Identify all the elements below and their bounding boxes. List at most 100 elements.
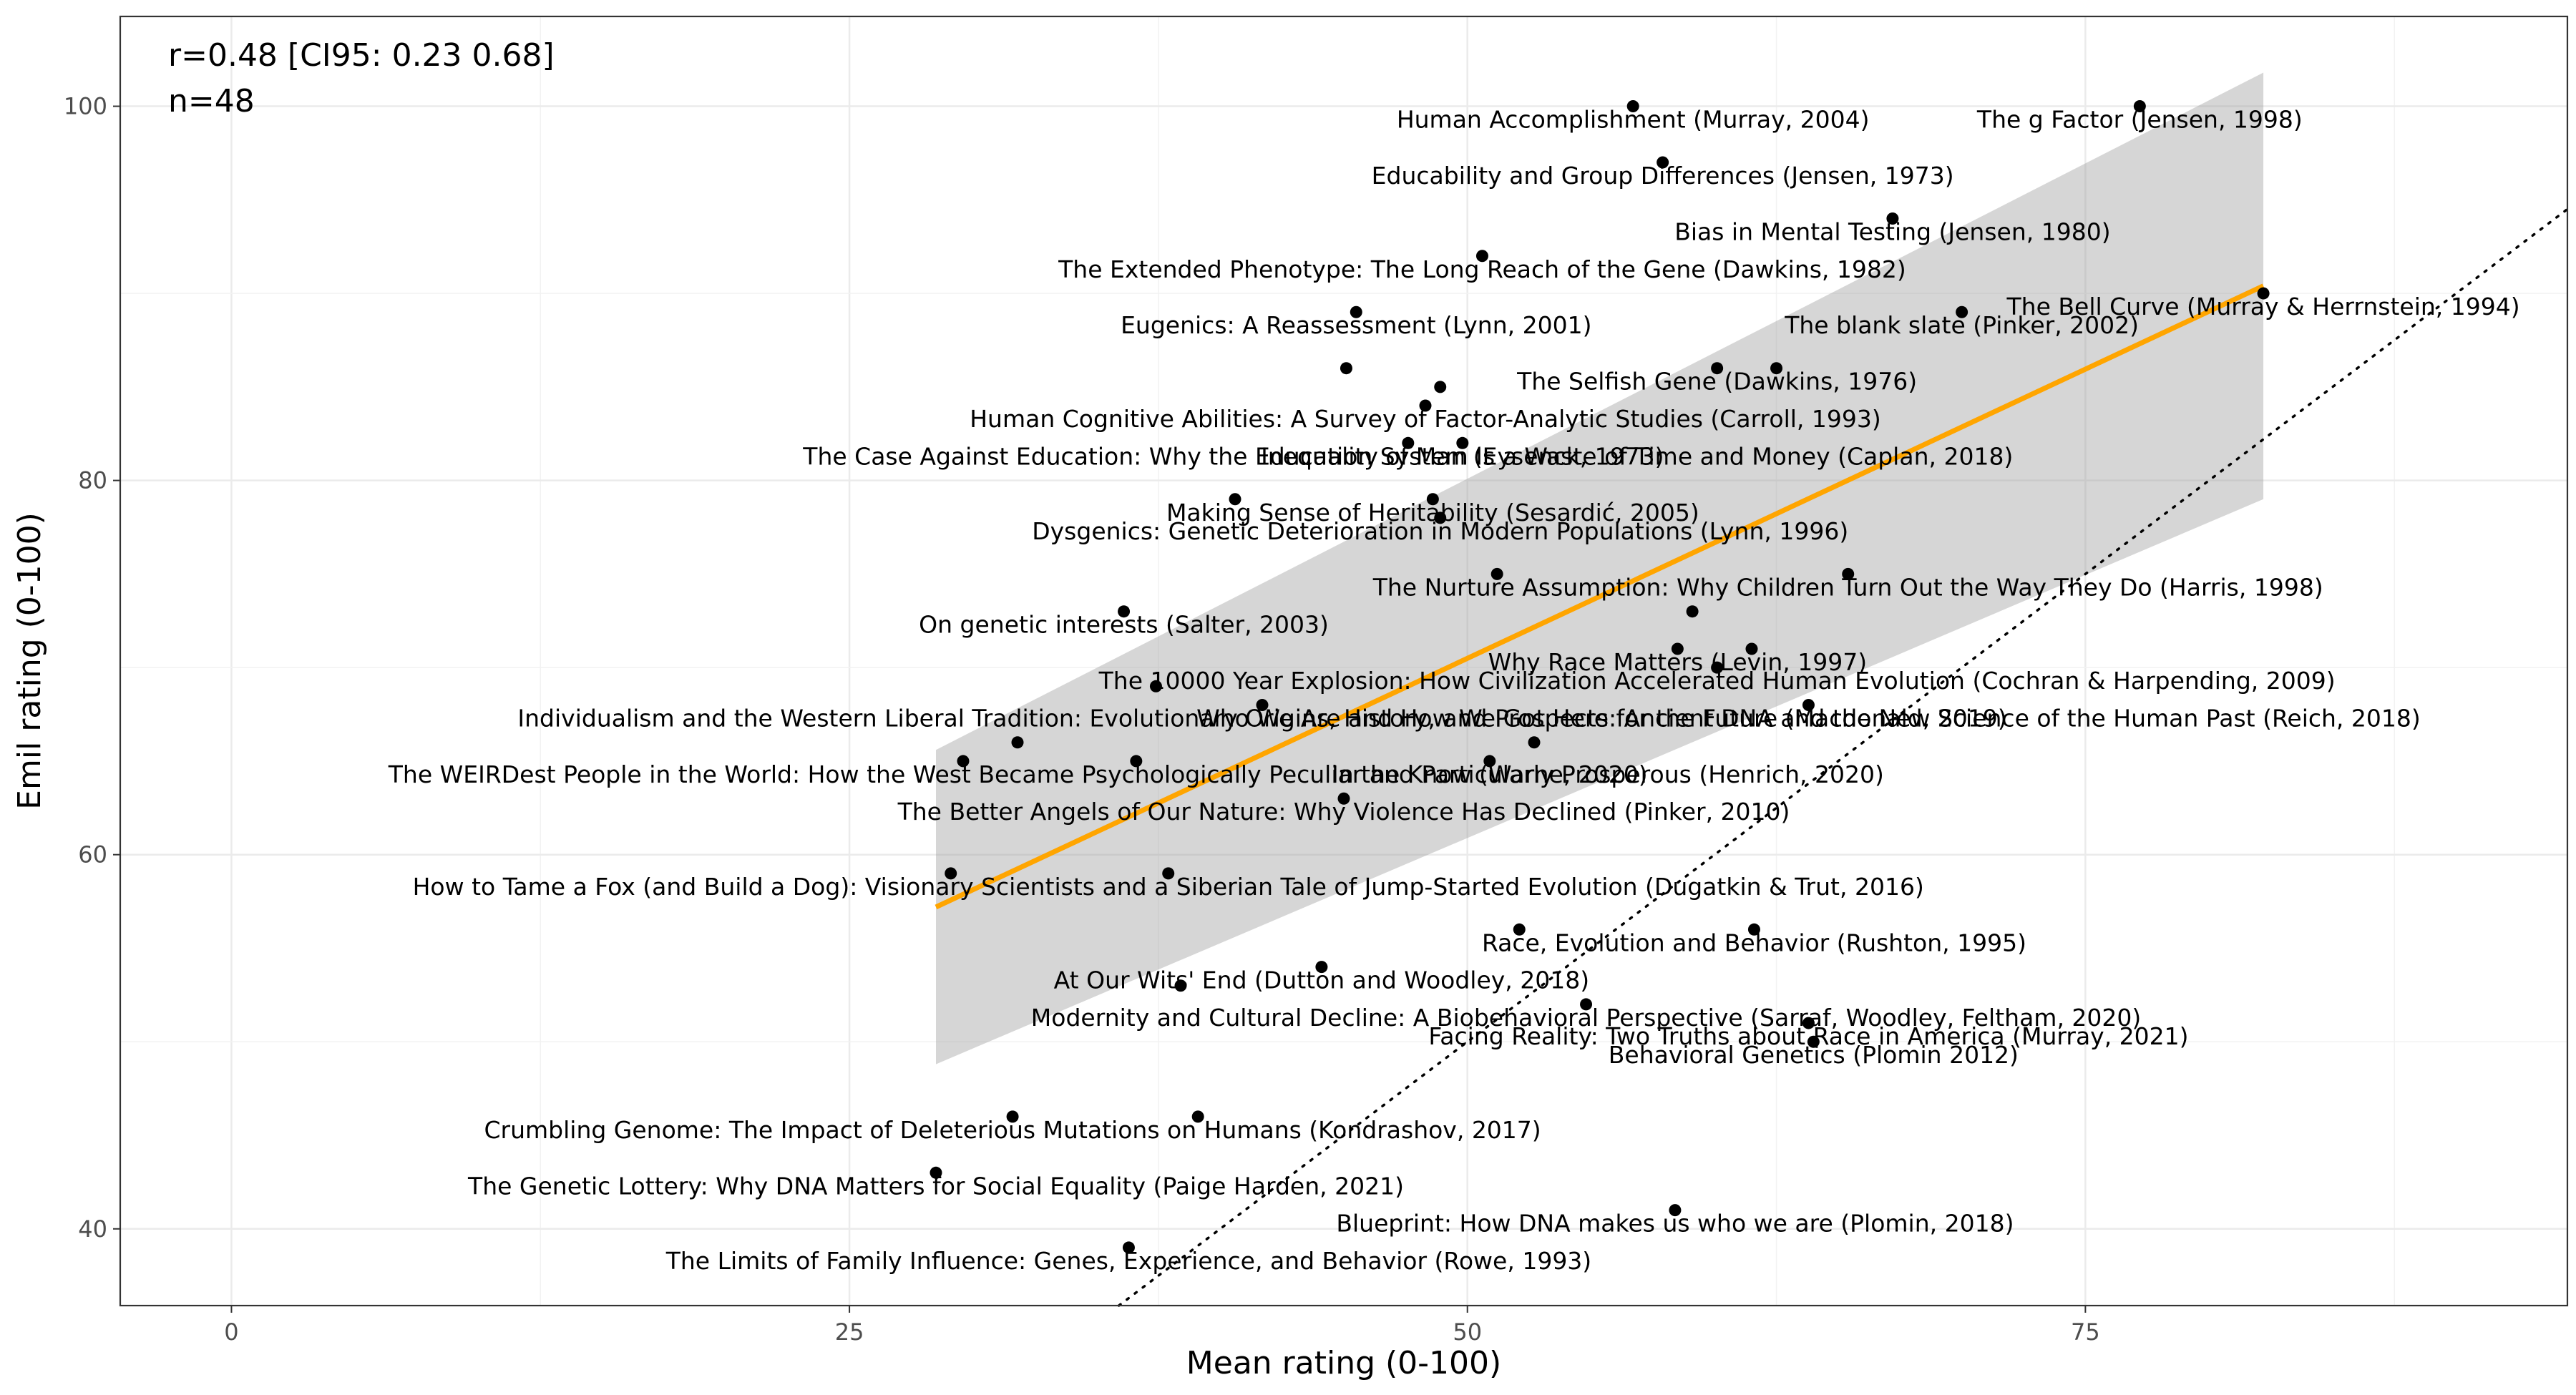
data-point <box>1491 567 1503 580</box>
data-point <box>1011 736 1024 749</box>
data-point <box>1350 305 1362 318</box>
x-tick-label: 0 <box>224 1318 238 1346</box>
data-point <box>1118 605 1131 618</box>
data-point <box>1419 399 1432 412</box>
point-label: Race, Evolution and Behavior (Rushton, 1… <box>1482 929 2026 956</box>
point-label: Blueprint: How DNA makes us who we are (… <box>1336 1210 2014 1238</box>
data-point <box>1475 250 1488 263</box>
data-point <box>1686 605 1699 618</box>
data-point <box>1669 1204 1682 1217</box>
ci-ribbon-layer <box>936 72 2264 1064</box>
stat-annotation: r=0.48 [CI95: 0.23 0.68] <box>168 37 555 74</box>
x-tick-label: 75 <box>2071 1318 2100 1346</box>
plot-border <box>119 15 2569 1307</box>
data-point <box>1747 923 1760 936</box>
data-point <box>1162 867 1175 880</box>
point-label: Crumbling Genome: The Impact of Deleteri… <box>484 1116 1541 1144</box>
regression-line-layer <box>935 283 2265 910</box>
points-layer <box>930 100 2270 1254</box>
data-point <box>1229 493 1241 506</box>
data-point <box>1456 436 1469 449</box>
data-point <box>957 755 970 768</box>
point-label: The Case Against Education: Why the Educ… <box>802 442 2013 470</box>
ticks-layer: 0 25 50 75 40 60 80 100 <box>64 93 2100 1346</box>
y-tick-label: 80 <box>78 467 107 494</box>
point-label: Behavioral Genetics (Plomin 2012) <box>1609 1041 2019 1069</box>
data-point <box>930 1166 942 1179</box>
data-point <box>1956 305 1968 318</box>
point-label: Individualism and the Western Liberal Tr… <box>517 704 2006 732</box>
data-point <box>1402 436 1415 449</box>
data-point <box>1130 755 1143 768</box>
point-label: Dysgenics: Genetic Deterioration in Mode… <box>1032 517 1848 545</box>
x-tick-label: 50 <box>1453 1318 1482 1346</box>
point-label: How to Tame a Fox (and Build a Dog): Vis… <box>413 873 1924 901</box>
data-point <box>1191 1110 1204 1123</box>
point-label: The g Factor (Jensen, 1998) <box>1976 106 2303 134</box>
point-label: Educability and Group Differences (Jense… <box>1372 162 1954 190</box>
identity-line <box>1117 207 2569 1307</box>
point-label: The Nurture Assumption: Why Children Tur… <box>1372 573 2323 601</box>
data-point <box>945 867 957 880</box>
point-label: Inequality of Man (Eysenck, 1973) <box>1261 442 1664 470</box>
data-point <box>1006 1110 1019 1123</box>
data-point <box>1807 1035 1820 1048</box>
data-point <box>1434 381 1447 393</box>
grid-layer <box>120 16 2567 1306</box>
point-label: Why Race Matters (Levin, 1997) <box>1488 648 1867 676</box>
data-point <box>1149 680 1162 692</box>
data-point <box>1745 642 1758 655</box>
regression-line <box>935 283 2265 910</box>
point-labels-layer: Human Accomplishment (Murray, 2004) The g… <box>388 106 2520 1275</box>
point-label: The blank slate (Pinker, 2002) <box>1784 311 2139 339</box>
data-point <box>1711 661 1724 674</box>
identity-line-layer <box>1117 207 2569 1307</box>
point-label: Bias in Mental Testing (Jensen, 1980) <box>1674 217 2110 245</box>
x-tick-label: 25 <box>835 1318 864 1346</box>
data-point <box>1528 736 1541 749</box>
data-point <box>1886 212 1899 225</box>
data-point <box>1770 362 1783 375</box>
data-point <box>1802 698 1815 711</box>
n-annotation: n=48 <box>168 83 255 119</box>
y-tick-label: 60 <box>78 841 107 868</box>
point-label: Making Sense of Heritability (Sesardić, … <box>1166 499 1699 527</box>
data-point <box>1842 567 1855 580</box>
data-point <box>1174 979 1187 992</box>
point-label: Human Accomplishment (Murray, 2004) <box>1397 106 1870 134</box>
point-label: Human Cognitive Abilities: A Survey of F… <box>970 405 1881 433</box>
point-label: At Our Wits' End (Dutton and Woodley, 20… <box>1054 966 1589 994</box>
point-label: The Genetic Lottery: Why DNA Matters for… <box>467 1172 1404 1200</box>
data-point <box>1711 362 1724 375</box>
point-label: Facing Reality: Two Truths about Race in… <box>1428 1022 2188 1050</box>
data-point <box>1340 362 1352 375</box>
x-axis-title: Mean rating (0-100) <box>1186 1345 1501 1381</box>
point-label: The Better Angels of Our Nature: Why Vio… <box>897 798 1790 826</box>
y-tick-label: 100 <box>64 93 107 120</box>
point-label: The Bell Curve (Murray & Herrnstein, 199… <box>2006 293 2520 320</box>
point-label: Eugenics: A Reassessment (Lynn, 2001) <box>1121 311 1591 339</box>
plot-panel <box>120 16 2567 1306</box>
data-point <box>1671 642 1684 655</box>
data-point <box>1256 698 1269 711</box>
data-point <box>1337 792 1350 805</box>
data-point <box>2257 287 2270 300</box>
data-point <box>1626 100 1639 113</box>
data-point <box>1434 512 1447 524</box>
point-label: The 10000 Year Explosion: How Civilizati… <box>1098 667 2336 695</box>
data-point <box>1580 998 1593 1011</box>
data-point <box>1802 1017 1815 1029</box>
y-axis-title: Emil rating (0-100) <box>11 512 48 810</box>
data-point <box>1483 755 1496 768</box>
point-label: On genetic interests (Salter, 2003) <box>919 611 1329 639</box>
point-label: In the Know (Warne, 2020) <box>1332 760 1648 788</box>
data-point <box>1657 156 1669 169</box>
y-tick-label: 40 <box>78 1215 107 1243</box>
point-label: The Limits of Family Influence: Genes, E… <box>665 1247 1591 1275</box>
data-point <box>2133 100 2146 113</box>
data-point <box>1315 961 1328 974</box>
data-point <box>1513 923 1526 936</box>
point-label: The Extended Phenotype: The Long Reach o… <box>1058 255 1906 283</box>
